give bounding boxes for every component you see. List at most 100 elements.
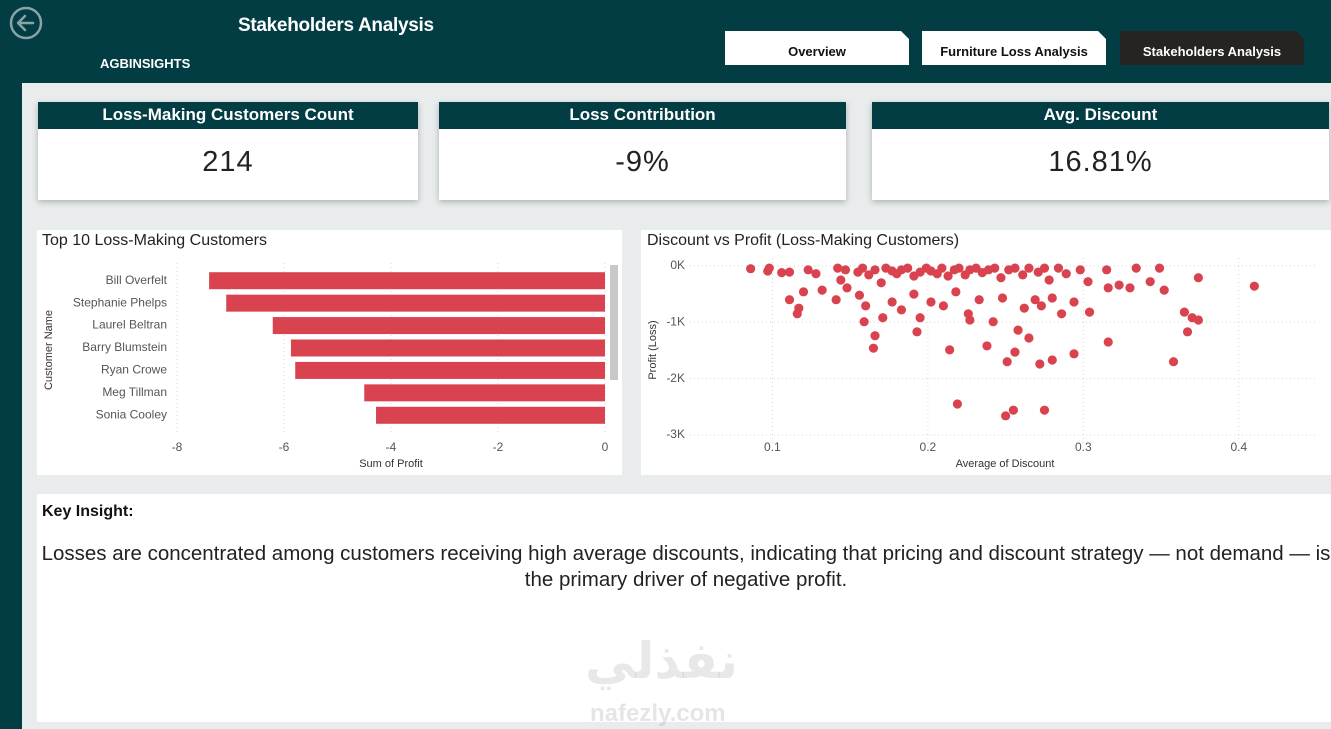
bar [226,294,605,312]
point [1075,265,1085,275]
point [965,315,975,325]
point [1010,263,1020,273]
point [1013,325,1023,335]
point [1047,293,1057,303]
x-tick-label: -4 [386,440,397,454]
point [792,309,802,319]
point [868,343,879,353]
bar [209,272,605,290]
point [1168,357,1179,367]
point [803,265,813,275]
y-tick-label: Meg Tillman [102,385,167,399]
point [926,297,936,307]
kpi-card: Loss-Making Customers Count 214 [38,102,418,200]
tab[interactable]: Overview [725,31,909,65]
point [1056,309,1067,319]
brand: AGBINSIGHTS [100,56,191,71]
point [997,293,1008,303]
bar [290,339,605,357]
point [912,327,922,337]
x-axis-title: Average of Discount [956,458,1055,470]
point [842,283,852,293]
point [896,305,907,315]
point [1035,359,1045,369]
point [996,273,1006,283]
y-axis-title: Profit (Loss) [647,320,659,379]
point [1083,277,1093,287]
point [1103,337,1113,347]
point [831,295,841,305]
kpi-value: -9% [615,146,670,178]
point [1030,295,1040,305]
point [876,278,886,288]
y-tick-label: Ryan Crowe [101,363,167,377]
x-tick-label: 0.2 [920,440,937,454]
tab-active[interactable]: Stakeholders Analysis [1120,31,1304,65]
kpi-label: Avg. Discount [872,102,1329,129]
x-tick-label: -6 [279,440,290,454]
point [1084,307,1095,317]
point [1179,307,1190,317]
kpi-label: Loss Contribution [439,102,846,129]
x-tick-label: 0.3 [1075,440,1092,454]
point [1053,263,1064,273]
point [1024,333,1034,343]
bar [376,406,605,424]
point [1039,263,1050,273]
scrollbar[interactable] [610,265,618,380]
point [943,271,953,281]
y-tick-label: 0K [670,258,685,272]
y-tick-label: Laurel Beltran [92,318,167,332]
kpi-card: Avg. Discount 16.81% [872,102,1329,200]
y-tick-label: Barry Blumstein [82,340,167,354]
point [1125,283,1135,293]
kpi-value: 214 [202,146,254,178]
point [982,341,992,351]
point [864,270,874,280]
point [1103,283,1113,293]
bar [272,317,605,335]
point [1102,265,1112,275]
point [903,263,913,273]
point [784,295,795,305]
point [1249,281,1259,291]
point [1008,405,1018,415]
point [1159,285,1169,295]
x-tick-label: 0.4 [1230,440,1247,454]
kpi-value: 16.81% [1048,146,1153,178]
point [784,267,795,277]
point [859,317,869,327]
point [952,399,963,409]
point [1131,263,1141,273]
point [878,313,888,323]
tab[interactable]: Furniture Loss Analysis [922,31,1106,65]
point [1024,263,1034,273]
point [974,295,984,305]
point [954,263,964,273]
point [857,263,868,273]
point [798,287,809,297]
point [937,263,947,273]
point [938,301,949,311]
point [887,297,897,307]
point [1145,277,1155,287]
point [1069,297,1079,307]
point [1193,315,1203,325]
kpi-card: Loss Contribution -9% [439,102,846,200]
point [1047,355,1057,365]
chart-title: Discount vs Profit (Loss-Making Customer… [647,232,959,249]
point [1002,357,1012,367]
insight-text: Losses are concentrated among customers … [41,542,1331,591]
back-button[interactable] [8,5,44,41]
point [836,275,846,285]
point [1039,405,1050,415]
x-tick-label: -8 [172,440,183,454]
point [1001,411,1011,421]
page-title: Stakeholders Analysis [238,15,434,36]
point [1010,347,1020,357]
point [1154,263,1165,273]
watermark: nafezly.com [590,700,726,727]
bar [295,361,605,379]
point [1018,270,1028,280]
